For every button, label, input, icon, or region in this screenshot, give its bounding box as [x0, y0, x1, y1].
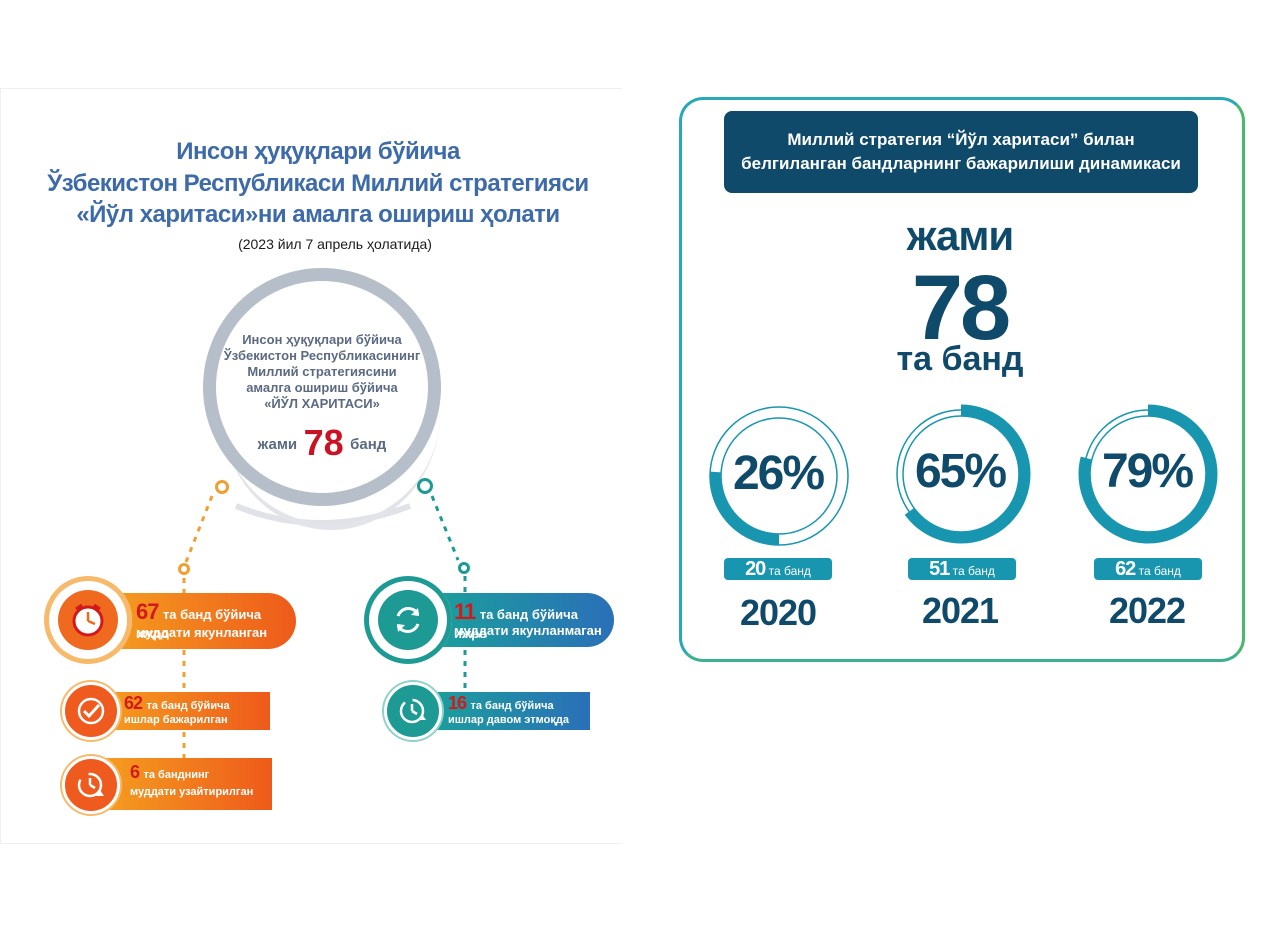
- ring-line-5: «ЙЎЛ ХАРИТАСИ»: [264, 396, 380, 411]
- ring-line-1: Инсон ҳуқуқлари бўйича: [242, 332, 402, 347]
- item-term-extended: 6 та банднинг муддати узайтирилган: [96, 758, 272, 810]
- item-works-done-number: 62: [124, 693, 143, 713]
- teal-node-top: [417, 478, 433, 494]
- total-unit: та банд: [896, 340, 1024, 378]
- badge-2022: 62 та банд: [1094, 558, 1202, 580]
- item-term-extended-text2: муддати узайтирилган: [130, 786, 254, 798]
- ring-shadow: [222, 296, 440, 530]
- item-works-done: 62 та банд бўйича ишлар бажарилган: [96, 692, 270, 730]
- ring-total-prefix: жами: [257, 436, 298, 453]
- year-2022: 2022: [1108, 590, 1186, 631]
- item-term-extended-text1: та банднинг: [143, 769, 210, 781]
- item-completed-term-text2: муддати якунланган: [136, 625, 268, 640]
- item-completed-term: 67 та банд бўйича ижро муддати якунланга…: [100, 593, 296, 649]
- clock-progress-icon: [384, 682, 442, 740]
- progress-arc-2020: [710, 407, 848, 545]
- teal-node-small: [458, 562, 470, 574]
- item-works-done-text1: та банд бўйича: [146, 700, 230, 712]
- left-title-line-1: Инсон ҳуқуқлари бўйича: [176, 138, 460, 165]
- item-uncompleted-term: 11 та банд бўйича ижро муддати якунланма…: [420, 593, 614, 647]
- ring-description: Инсон ҳуқуқлари бўйича Ўзбекистон Респуб…: [215, 332, 429, 412]
- badge-2020-count: 20: [745, 558, 766, 580]
- ring-total-value: 78: [303, 422, 344, 463]
- left-subtitle-date: (2023 йил 7 апрель ҳолатида): [238, 236, 432, 252]
- total-word: жами: [906, 212, 1015, 259]
- percent-2022: 79%: [1101, 445, 1194, 498]
- item-works-ongoing-number: 16: [448, 693, 467, 713]
- left-title-line-2: Ўзбекистон Республикаси Миллий стратегия…: [47, 170, 589, 197]
- dynamics-header-line-1: Миллий стратегия “Йўл харитаси” билан: [787, 130, 1135, 149]
- percent-2021: 65%: [914, 445, 1007, 498]
- progress-arc-2022: [1078, 404, 1218, 544]
- ring-total-suffix: банд: [350, 436, 387, 453]
- orange-node-top: [215, 480, 229, 494]
- progress-arc-2021: [891, 404, 1031, 544]
- right-dynamics-panel: [679, 97, 1245, 662]
- item-uncompleted-term-number: 11: [454, 599, 476, 624]
- item-term-extended-number: 6: [130, 762, 140, 782]
- ring-line-4: амалга ошириш бўйича: [246, 380, 398, 395]
- dynamics-header: Миллий стратегия “Йўл харитаси” билан бе…: [724, 111, 1198, 193]
- item-completed-term-icon-ring: [44, 576, 132, 664]
- refresh-icon: [378, 590, 438, 650]
- item-uncompleted-term-icon-ring: [364, 576, 452, 664]
- year-2020: 2020: [739, 592, 817, 633]
- dynamics-header-line-2: белгиланган бандларнинг бажарилиши динам…: [741, 154, 1181, 173]
- item-works-ongoing-text1: та банд бўйича: [470, 700, 554, 712]
- badge-2022-count: 62: [1115, 558, 1136, 580]
- clock-extend-icon: [62, 756, 120, 814]
- item-works-ongoing: 16 та банд бўйича ишлар давом этмоқда: [420, 692, 590, 730]
- total-value: 78: [911, 257, 1011, 359]
- ring-line-3: Миллий стратегиясини: [247, 364, 397, 379]
- item-works-ongoing-text2: ишлар давом этмоқда: [448, 714, 569, 726]
- year-2021: 2021: [921, 590, 999, 631]
- badge-2020: 20 та банд: [724, 558, 832, 580]
- left-title-line-3: «Йўл харитаси»ни амалга ошириш ҳолати: [76, 201, 560, 228]
- item-uncompleted-term-text1: та банд бўйича ижро: [454, 607, 578, 641]
- ring-total: жами 78 банд: [215, 422, 429, 464]
- left-infographic-panel: [0, 88, 622, 844]
- ring-line-2: Ўзбекистон Республикасининг: [223, 348, 421, 363]
- badge-2020-unit: та банд: [768, 564, 811, 578]
- item-completed-term-number: 67: [136, 599, 160, 624]
- clock-alarm-icon: [58, 590, 118, 650]
- check-clock-icon: [62, 682, 120, 740]
- progress-ring-2022: [1078, 404, 1218, 544]
- percent-2020: 26%: [732, 447, 825, 500]
- badge-2021: 51 та банд: [908, 558, 1016, 580]
- badge-2022-unit: та банд: [1138, 564, 1181, 578]
- item-uncompleted-term-text2: муддати якунланмаган: [454, 623, 602, 638]
- item-completed-term-text1: та банд бўйича ижро: [136, 607, 262, 641]
- progress-ring-2020: [709, 406, 849, 546]
- orange-node-small: [178, 563, 190, 575]
- progress-ring-2021: [891, 404, 1031, 544]
- badge-2021-unit: та банд: [952, 564, 995, 578]
- badge-2021-count: 51: [929, 558, 950, 580]
- item-works-done-text2: ишлар бажарилган: [124, 714, 228, 726]
